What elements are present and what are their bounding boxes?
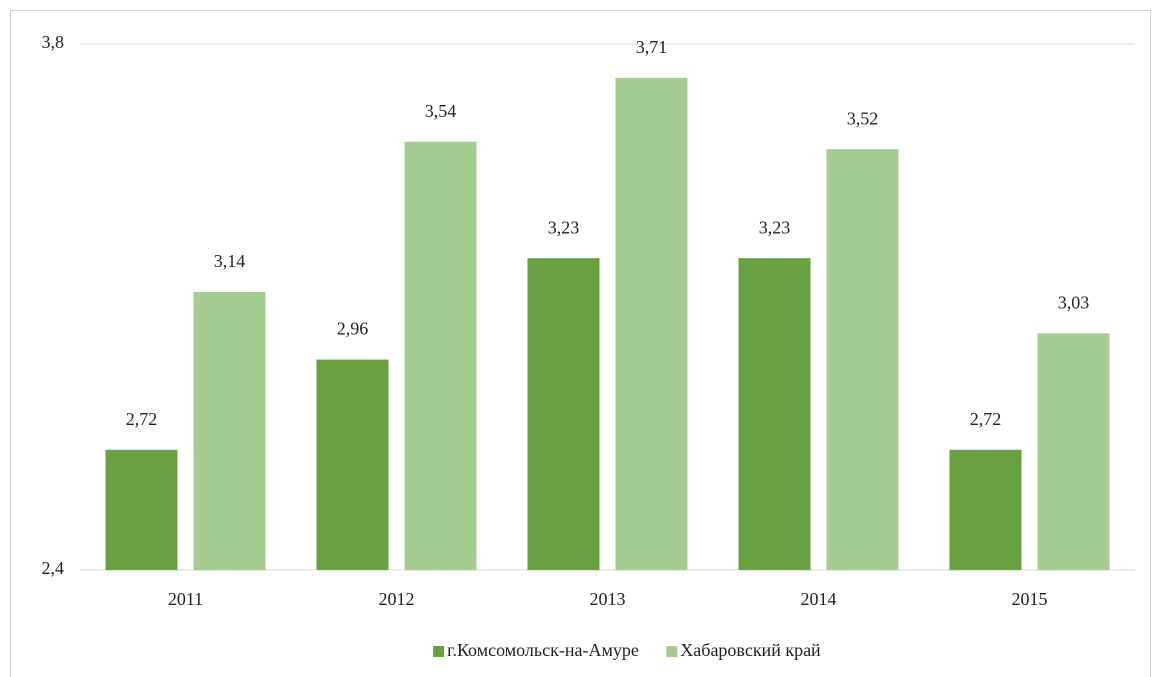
bar <box>316 359 389 570</box>
x-tick-label: 2014 <box>801 589 837 609</box>
bar <box>615 77 688 571</box>
chart-border <box>10 10 1151 677</box>
x-tick-label: 2015 <box>1012 589 1048 609</box>
bar <box>949 449 1022 570</box>
legend-swatch <box>666 646 678 657</box>
bar <box>105 449 178 570</box>
y-tick-label: 3,8 <box>42 32 65 52</box>
bar <box>738 258 811 570</box>
value-label: 3,14 <box>214 251 246 271</box>
bar <box>826 149 899 570</box>
value-label: 3,03 <box>1058 292 1090 312</box>
value-label: 3,23 <box>548 217 580 237</box>
value-label: 3,52 <box>847 108 879 128</box>
x-tick-label: 2013 <box>590 589 626 609</box>
value-label: 2,72 <box>126 409 158 429</box>
bar <box>1037 333 1110 570</box>
bar <box>527 258 600 570</box>
legend-label: Хабаровский край <box>680 640 821 660</box>
bar <box>193 291 266 570</box>
x-tick-label: 2011 <box>168 589 203 609</box>
value-label: 3,71 <box>636 37 668 57</box>
legend-label: г.Комсомольск-на-Амуре <box>447 640 639 660</box>
value-label: 2,72 <box>970 409 1002 429</box>
bar <box>404 141 477 570</box>
value-label: 3,54 <box>425 101 457 121</box>
value-label: 3,23 <box>759 217 791 237</box>
value-label: 2,96 <box>337 319 369 339</box>
x-tick-label: 2012 <box>379 589 415 609</box>
y-tick-label: 2,4 <box>42 558 65 578</box>
legend-swatch <box>433 646 445 657</box>
